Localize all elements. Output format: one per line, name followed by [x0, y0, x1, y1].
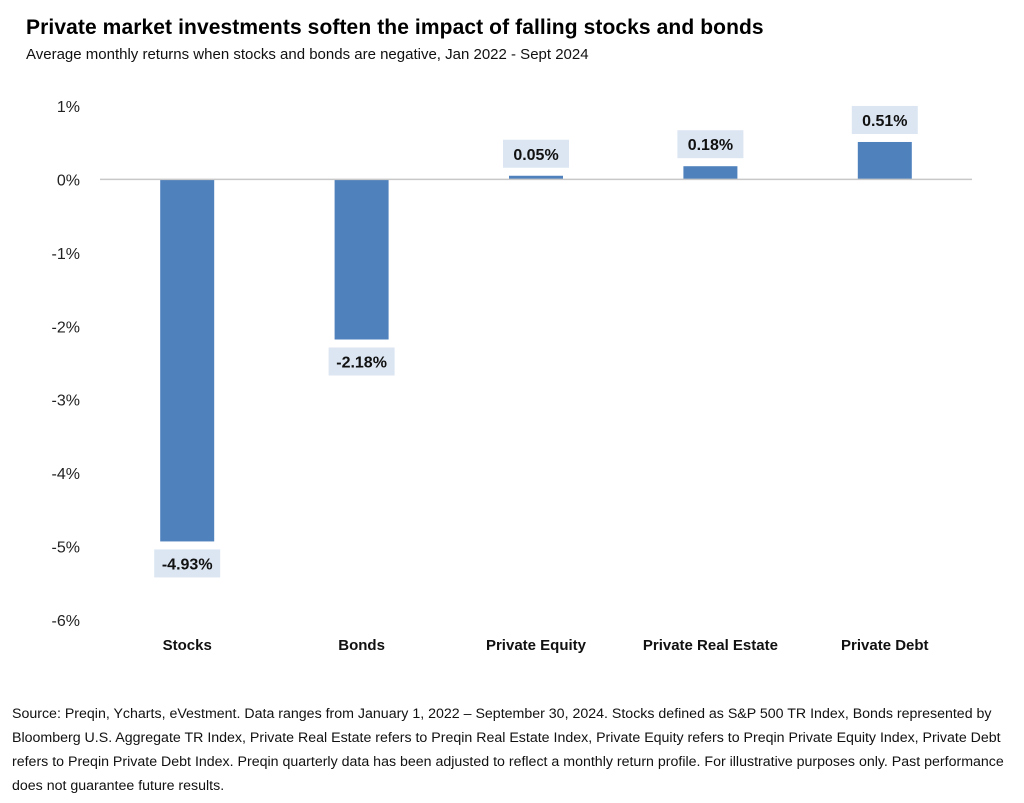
- data-label: 0.05%: [513, 147, 558, 164]
- data-label-background: [328, 347, 395, 376]
- chart-subtitle: Average monthly returns when stocks and …: [26, 46, 589, 63]
- data-label: -4.93%: [162, 556, 213, 573]
- bar-private-debt: [857, 141, 912, 180]
- bar-bonds: [334, 179, 389, 340]
- data-label-background: [851, 105, 918, 134]
- category-label: Private Equity: [486, 637, 587, 654]
- bar-chart: 1% 0% -1% -2% -3% -4% -5% -6% -4.93% Stocks -2.18%…: [52, 99, 972, 654]
- bar-private-real-estate: [683, 166, 738, 180]
- data-label: 0.51%: [862, 113, 907, 130]
- y-tick-label: -3%: [52, 393, 80, 410]
- y-tick-label: 1%: [57, 99, 80, 116]
- data-label: -2.18%: [336, 355, 387, 372]
- bar-private-equity: [509, 175, 563, 180]
- data-label-background: [154, 549, 221, 578]
- y-tick-label: -4%: [52, 466, 80, 483]
- chart-title: Private market investments soften the im…: [26, 16, 764, 39]
- source-footnote: Source: Preqin, Ycharts, eVestment. Data…: [12, 706, 1004, 794]
- category-label: Stocks: [163, 637, 212, 654]
- data-label-background: [503, 139, 569, 168]
- category-label: Bonds: [338, 637, 385, 654]
- y-tick-label: -6%: [52, 613, 80, 630]
- y-tick-label: -1%: [52, 246, 80, 263]
- category-label: Private Real Estate: [643, 637, 778, 654]
- y-tick-label: 0%: [57, 172, 80, 189]
- category-label: Private Debt: [841, 637, 929, 654]
- data-label: 0.18%: [688, 137, 733, 154]
- y-tick-label: -5%: [52, 540, 80, 557]
- bar-stocks: [160, 179, 215, 542]
- y-tick-label: -2%: [52, 319, 80, 336]
- data-label-background: [677, 130, 744, 159]
